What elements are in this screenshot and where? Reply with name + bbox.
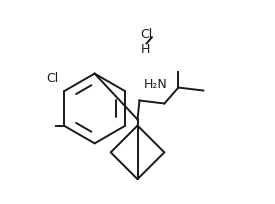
Text: H: H	[141, 42, 150, 55]
Text: Cl: Cl	[141, 28, 153, 41]
Text: Cl: Cl	[46, 72, 58, 85]
Text: H₂N: H₂N	[144, 78, 167, 91]
